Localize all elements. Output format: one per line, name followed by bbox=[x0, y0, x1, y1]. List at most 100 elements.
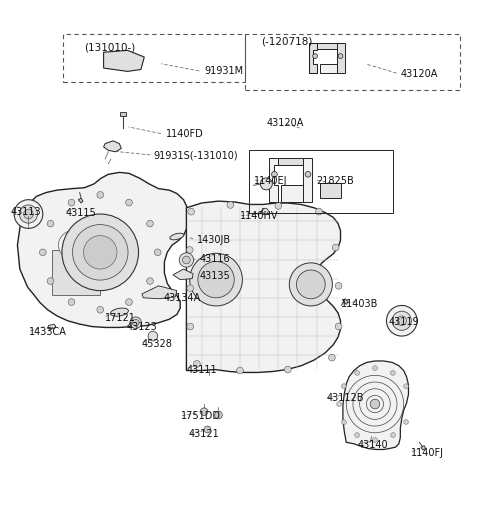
Circle shape bbox=[237, 367, 243, 374]
Circle shape bbox=[146, 278, 153, 284]
Circle shape bbox=[390, 371, 395, 375]
Bar bbox=[278, 158, 305, 165]
Circle shape bbox=[182, 256, 190, 264]
Circle shape bbox=[263, 208, 268, 214]
Polygon shape bbox=[78, 198, 83, 203]
Polygon shape bbox=[303, 158, 312, 202]
Text: 43135: 43135 bbox=[199, 271, 230, 281]
Text: 1751DD: 1751DD bbox=[181, 412, 221, 421]
Ellipse shape bbox=[260, 178, 272, 190]
Circle shape bbox=[24, 209, 33, 219]
Circle shape bbox=[215, 411, 222, 419]
Circle shape bbox=[275, 202, 282, 209]
Circle shape bbox=[132, 319, 139, 326]
Circle shape bbox=[130, 317, 142, 329]
Text: 11403B: 11403B bbox=[340, 298, 378, 308]
Circle shape bbox=[39, 249, 46, 256]
Bar bbox=[321, 183, 340, 198]
Circle shape bbox=[355, 371, 360, 375]
Circle shape bbox=[186, 247, 193, 253]
Text: (131010-): (131010-) bbox=[84, 43, 136, 53]
Text: 1433CA: 1433CA bbox=[29, 327, 67, 337]
Circle shape bbox=[97, 192, 104, 198]
Circle shape bbox=[335, 282, 342, 289]
Text: 43120A: 43120A bbox=[267, 118, 304, 128]
Text: 1140HV: 1140HV bbox=[240, 211, 278, 222]
Text: 43140: 43140 bbox=[357, 440, 388, 450]
Polygon shape bbox=[343, 361, 408, 449]
Polygon shape bbox=[320, 64, 338, 73]
Circle shape bbox=[332, 244, 339, 251]
Text: 1430JB: 1430JB bbox=[197, 235, 231, 245]
Circle shape bbox=[372, 438, 377, 442]
Circle shape bbox=[386, 306, 417, 336]
Circle shape bbox=[305, 171, 311, 177]
Polygon shape bbox=[48, 324, 56, 329]
Text: 45328: 45328 bbox=[142, 339, 173, 349]
Text: 43123: 43123 bbox=[126, 322, 157, 333]
Circle shape bbox=[193, 361, 200, 367]
Circle shape bbox=[297, 270, 325, 299]
Polygon shape bbox=[269, 158, 278, 202]
Circle shape bbox=[97, 306, 104, 313]
Circle shape bbox=[19, 205, 37, 223]
Text: 91931S(-131010): 91931S(-131010) bbox=[154, 150, 239, 160]
Text: 1140FJ: 1140FJ bbox=[411, 448, 444, 458]
Circle shape bbox=[200, 408, 208, 416]
Circle shape bbox=[146, 220, 153, 227]
Circle shape bbox=[190, 253, 242, 306]
Polygon shape bbox=[104, 141, 121, 152]
Circle shape bbox=[198, 262, 234, 298]
Text: 43120A: 43120A bbox=[400, 69, 438, 79]
Bar bbox=[63, 34, 245, 83]
Circle shape bbox=[62, 214, 139, 291]
Circle shape bbox=[187, 285, 193, 292]
Circle shape bbox=[335, 323, 342, 330]
Text: (-120718): (-120718) bbox=[262, 37, 313, 47]
Circle shape bbox=[370, 399, 380, 409]
Text: 1140FD: 1140FD bbox=[166, 129, 204, 139]
Circle shape bbox=[313, 53, 318, 59]
Text: 43134A: 43134A bbox=[163, 293, 201, 303]
Circle shape bbox=[289, 263, 332, 306]
Circle shape bbox=[155, 249, 161, 256]
Polygon shape bbox=[104, 50, 144, 72]
Polygon shape bbox=[186, 201, 340, 373]
Circle shape bbox=[14, 200, 43, 228]
Polygon shape bbox=[337, 43, 345, 73]
Circle shape bbox=[272, 171, 277, 177]
Circle shape bbox=[404, 384, 408, 389]
Text: 43113: 43113 bbox=[10, 207, 41, 216]
Ellipse shape bbox=[59, 229, 94, 261]
Circle shape bbox=[342, 420, 347, 425]
Circle shape bbox=[404, 419, 408, 425]
Circle shape bbox=[72, 225, 128, 280]
Circle shape bbox=[204, 426, 211, 433]
Circle shape bbox=[372, 366, 377, 371]
Bar bbox=[317, 43, 338, 49]
Text: 43121: 43121 bbox=[189, 429, 219, 439]
Polygon shape bbox=[173, 269, 193, 280]
Circle shape bbox=[355, 433, 360, 438]
Circle shape bbox=[341, 384, 346, 389]
Circle shape bbox=[47, 278, 54, 284]
Text: 43116: 43116 bbox=[199, 254, 230, 265]
Polygon shape bbox=[17, 172, 189, 327]
Text: 91931M: 91931M bbox=[204, 66, 243, 76]
Circle shape bbox=[187, 323, 193, 330]
Text: 21825B: 21825B bbox=[317, 175, 354, 185]
Circle shape bbox=[391, 433, 396, 438]
Circle shape bbox=[68, 299, 75, 305]
Bar bbox=[245, 34, 460, 90]
Text: 43111: 43111 bbox=[186, 364, 217, 375]
Circle shape bbox=[188, 208, 194, 215]
Circle shape bbox=[148, 331, 157, 341]
Circle shape bbox=[126, 199, 132, 206]
Polygon shape bbox=[142, 286, 177, 299]
Circle shape bbox=[227, 201, 234, 208]
Bar bbox=[52, 250, 100, 295]
Polygon shape bbox=[421, 446, 426, 450]
Text: 43115: 43115 bbox=[65, 208, 96, 217]
Polygon shape bbox=[343, 299, 348, 305]
Circle shape bbox=[392, 311, 411, 330]
